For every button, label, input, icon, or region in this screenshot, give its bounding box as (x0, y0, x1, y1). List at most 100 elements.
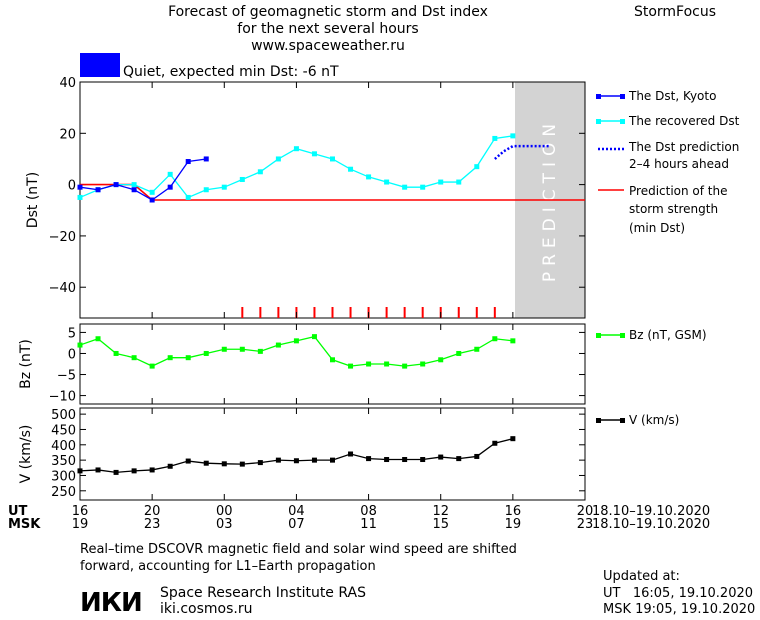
legend-marker (596, 333, 601, 338)
dst-kyoto-point (149, 197, 155, 203)
legend-marker (596, 418, 601, 423)
y-tick-label: 500 (51, 408, 76, 423)
y-tick-label: 5 (68, 326, 76, 341)
dst-kyoto-point (203, 156, 209, 162)
v-point (438, 454, 444, 460)
y-tick-label: 40 (59, 76, 76, 91)
bz-point (402, 363, 408, 369)
status-text: Quiet, expected min Dst: -6 nT (123, 64, 339, 80)
x-tick-label-ut: 20 (577, 504, 594, 519)
recovered-dst-point (239, 176, 245, 182)
updated-label: Updated at: (603, 569, 680, 584)
y-tick-label: 0 (68, 179, 76, 194)
x-tick-label-ut: 16 (505, 504, 522, 519)
v-point (77, 468, 83, 474)
legend-label: 2–4 hours ahead (629, 157, 729, 171)
x-tick-label-ut: 16 (72, 504, 89, 519)
v-point (492, 440, 498, 446)
updated-ut: UT 16:05, 19.10.2020 (603, 586, 753, 601)
storm-strength-line (80, 183, 585, 201)
x-tick-label-ut: 12 (432, 504, 449, 519)
v-point (149, 467, 155, 473)
bz-point (510, 338, 516, 344)
bz-point (420, 361, 426, 367)
bz-point (438, 357, 444, 363)
v-point (293, 458, 299, 464)
ut-label: UT (8, 504, 28, 519)
recovered-dst-point (420, 184, 426, 190)
v-point (366, 456, 372, 462)
bz-point (167, 355, 173, 361)
recovered-dst-point (311, 151, 317, 157)
y-tick-label: 450 (51, 423, 76, 438)
bz-point (366, 361, 372, 367)
y-tick-label: 0 (68, 347, 76, 362)
legend-label: storm strength (629, 202, 718, 216)
recovered-dst-point (492, 135, 498, 141)
updated-msk: MSK 19:05, 19.10.2020 (603, 602, 755, 617)
x-tick-label-msk: 19 (505, 517, 522, 532)
recovered-dst-point (366, 174, 372, 180)
v-point (95, 467, 101, 473)
bz-point (311, 334, 317, 340)
bz-point (185, 355, 191, 361)
bz-point (275, 342, 281, 348)
v-point (420, 457, 426, 463)
recovered-dst-point (456, 179, 462, 185)
legend-label: (min Dst) (629, 221, 685, 235)
recovered-dst-point (330, 156, 335, 162)
v-point (203, 460, 209, 466)
bz-point (203, 350, 209, 356)
v-point (330, 457, 335, 463)
dst-kyoto-point (167, 184, 173, 190)
x-tick-label-msk: 11 (360, 517, 377, 532)
v-point (221, 461, 227, 467)
institute-site-link[interactable]: iki.cosmos.ru (160, 601, 252, 617)
bz-ylabel: Bz (nT) (18, 339, 34, 389)
bz-point (456, 350, 462, 356)
v-point (131, 468, 137, 474)
recovered-dst-point (510, 133, 516, 139)
v-point (311, 457, 317, 463)
x-tick-label-msk: 23 (577, 517, 594, 532)
recovered-dst-point (77, 194, 83, 200)
recovered-dst-point (221, 184, 227, 190)
v-ylabel: V (km/s) (18, 425, 34, 484)
legend-marker (620, 119, 625, 124)
y-tick-label: −5 (57, 369, 76, 384)
footer-note-line2: forward, accounting for L1–Earth propaga… (80, 559, 376, 574)
x-tick-label-msk: 23 (144, 517, 161, 532)
recovered-dst-point (402, 184, 408, 190)
legend-marker (620, 333, 625, 338)
v-point (456, 456, 462, 462)
x-tick-label-msk: 19 (72, 517, 89, 532)
legend-item-storm: Prediction of the storm strength (min Ds… (598, 184, 728, 235)
legend-marker (596, 119, 601, 124)
x-axis: UT MSK 16192023000304070811121516192023 … (8, 82, 710, 532)
recovered-dst-point (474, 164, 480, 170)
chart-title-line2: for the next several hours (237, 21, 418, 37)
v-point (257, 460, 263, 466)
dst-kyoto-point (113, 182, 119, 188)
bz-plot-area (77, 334, 516, 369)
recovered-dst-point (275, 156, 281, 162)
bz-point (221, 346, 227, 352)
x-tick-label-ut: 20 (144, 504, 161, 519)
v-point (275, 457, 281, 463)
dst-kyoto-point (185, 159, 191, 165)
v-point (113, 469, 119, 475)
dst-kyoto-point (131, 187, 137, 193)
y-tick-label: −40 (49, 281, 76, 296)
date-range-ut: 18.10–19.10.2020 (592, 504, 710, 519)
chart-title-line3: www.spaceweather.ru (251, 38, 405, 54)
bz-frame (79, 323, 586, 405)
recovered-dst-point (348, 166, 354, 172)
x-tick-label-ut: 08 (360, 504, 377, 519)
legend-label: The Dst, Kyoto (628, 89, 716, 103)
v-point (185, 458, 191, 464)
legend-item-bz: Bz (nT, GSM) (596, 328, 707, 342)
legend-label: The recovered Dst (628, 114, 740, 128)
brand-name: StormFocus (634, 4, 716, 20)
recovered-dst-point (293, 146, 299, 152)
v-frame (79, 407, 586, 501)
